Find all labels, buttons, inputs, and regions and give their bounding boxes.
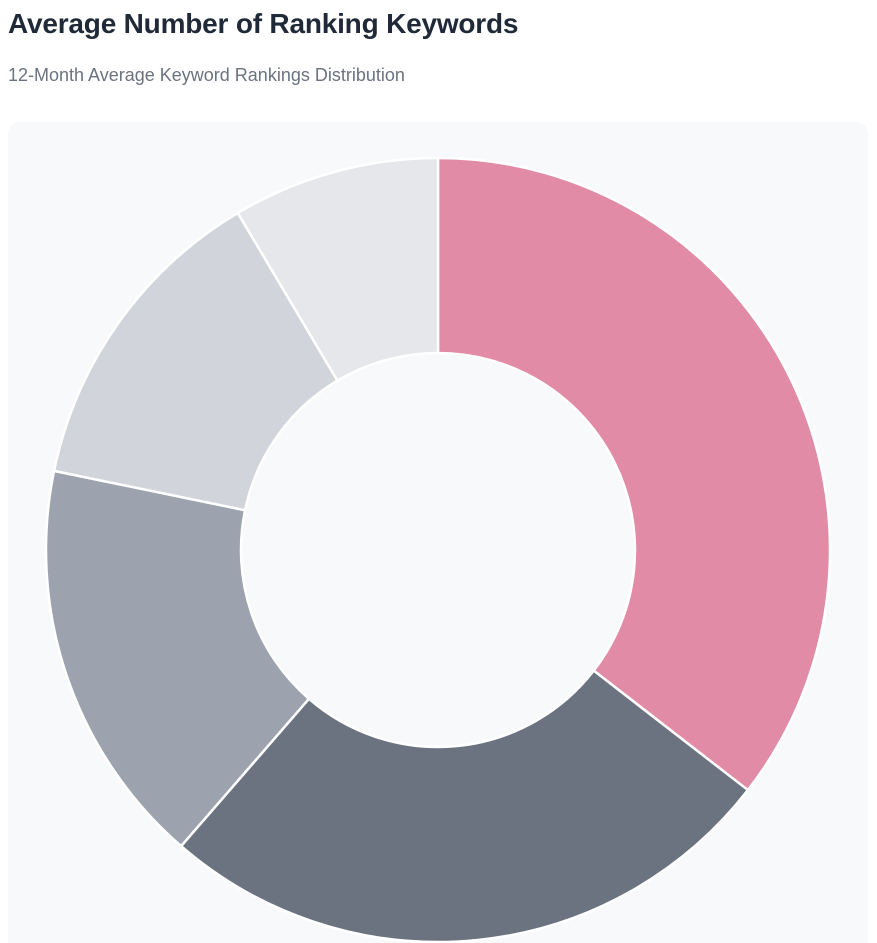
donut-chart: [44, 156, 832, 943]
page-subtitle: 12-Month Average Keyword Rankings Distri…: [8, 65, 405, 85]
donut-slice-1[interactable]: [436, 156, 832, 792]
page-title: Average Number of Ranking Keywords: [8, 8, 519, 39]
donut-slice-5[interactable]: [236, 156, 440, 382]
chart-card: [8, 122, 868, 943]
donut-slice-4[interactable]: [52, 211, 339, 512]
donut-slice-3[interactable]: [44, 469, 311, 848]
donut-slice-2[interactable]: [179, 669, 750, 943]
